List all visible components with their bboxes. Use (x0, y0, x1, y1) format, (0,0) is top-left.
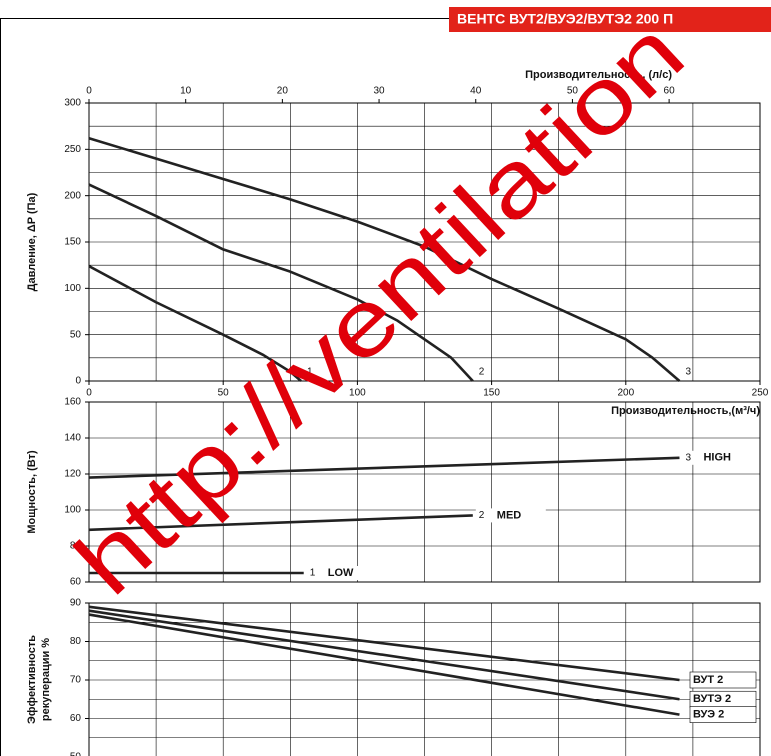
plot-frame (88, 401, 761, 583)
x2-tick-label: 40 (470, 86, 482, 97)
label-box (689, 671, 757, 689)
label-bg (682, 450, 753, 465)
x2-tick-label: 30 (373, 86, 385, 97)
curve (88, 136, 681, 382)
legend-entry: ВУТЭ 2 (693, 693, 731, 705)
x2-tick-label: 10 (180, 86, 192, 97)
y-tick-label: 120 (64, 469, 81, 480)
x2-tick-label: 0 (86, 86, 92, 97)
curve (88, 456, 680, 479)
y-tick-label: 60 (70, 577, 82, 588)
y-axis-label: Давление, ΔP (Па) (26, 192, 38, 291)
curve-label: 3 (685, 367, 691, 378)
title: ВЕНТС ВУТ2/ВУЭ2/ВУТЭ2 200 П (457, 11, 673, 27)
x2-tick-label: 60 (664, 86, 676, 97)
x2-tick-label: 20 (277, 86, 289, 97)
y-tick-label: 200 (64, 190, 81, 201)
legend-entry: ВУЭ 2 (693, 709, 724, 721)
y-tick-label: 100 (64, 505, 81, 516)
x-tick-label: 0 (86, 388, 92, 399)
legend-entry: LOW (328, 567, 354, 579)
y-tick-label: 90 (70, 598, 82, 609)
legend-entry: HIGH (703, 452, 731, 464)
y-tick-label: 50 (70, 752, 82, 756)
curve (88, 605, 680, 682)
x-tick-label: 50 (218, 388, 230, 399)
y-tick-label: 150 (64, 237, 81, 248)
y-tick-label: 50 (70, 329, 82, 340)
x-tick-label: 150 (483, 388, 500, 399)
y-axis-label: рекуперации % (40, 638, 52, 721)
curve (88, 183, 474, 382)
legend-entry: MED (497, 509, 522, 521)
y-axis-label: Мощность, (Вт) (26, 450, 38, 534)
x-tick-label: 200 (617, 388, 634, 399)
curve-number: 3 (685, 452, 691, 463)
label-box (689, 706, 757, 723)
label-bg (306, 566, 377, 580)
y-tick-label: 250 (64, 144, 81, 155)
curve-label: 1 (307, 367, 313, 378)
x2-axis-label: Производительность, (л/с) (525, 69, 672, 81)
curve-number: 2 (479, 510, 485, 521)
curve (88, 264, 302, 382)
y-tick-label: 160 (64, 397, 81, 408)
x2-tick-label: 50 (567, 86, 579, 97)
y-axis-label: Эффективность (26, 635, 38, 724)
x-tick-label: 100 (349, 388, 366, 399)
y-tick-label: 140 (64, 433, 81, 444)
curve (88, 613, 680, 716)
curve-label: 2 (479, 367, 485, 378)
x-axis-label: Производительность,(м³/ч) (611, 405, 760, 417)
legend-entry: ВУТ 2 (693, 674, 723, 686)
title-box (449, 7, 771, 32)
y-tick-label: 0 (75, 376, 81, 387)
y-tick-label: 300 (64, 98, 81, 109)
y-tick-label: 80 (70, 636, 82, 647)
y-tick-label: 70 (70, 675, 82, 686)
curve (88, 514, 473, 532)
label-bg (475, 508, 546, 523)
y-tick-label: 100 (64, 283, 81, 294)
y-tick-label: 80 (70, 541, 82, 552)
curve (88, 609, 680, 701)
y-tick-label: 60 (70, 713, 82, 724)
x-tick-label: 250 (752, 388, 769, 399)
curve-number: 1 (310, 568, 316, 579)
